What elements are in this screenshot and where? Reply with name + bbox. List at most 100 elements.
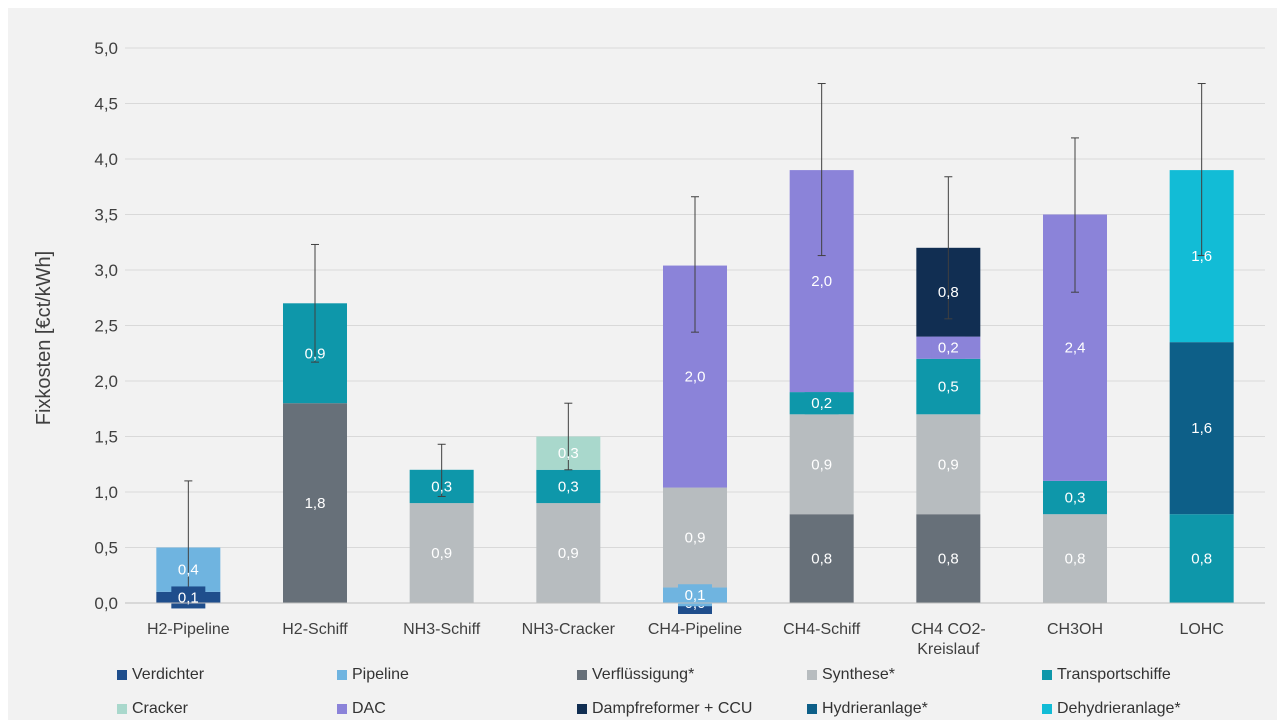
data-label: 0,9 <box>305 345 326 362</box>
data-label-text: 1,6 <box>1191 248 1212 265</box>
y-tick-label: 0,5 <box>94 539 118 558</box>
bar-segment <box>916 414 981 515</box>
x-category-label: CH4-Schiff <box>783 621 861 638</box>
data-label: 0,3 <box>431 478 452 495</box>
bar-segment <box>916 358 981 415</box>
bars <box>156 170 1234 603</box>
data-label: 0,9 <box>558 545 579 562</box>
data-label-text: 1,6 <box>1191 420 1212 437</box>
error-bars <box>184 83 1206 604</box>
data-label-text: 0,3 <box>558 445 579 462</box>
data-label-text: 0,2 <box>811 395 832 412</box>
data-label-text: 1,8 <box>305 495 326 512</box>
legend-swatch <box>1042 670 1052 680</box>
legend-label: Hydrieranlage* <box>822 700 928 717</box>
legend-label: Synthese* <box>822 666 895 683</box>
legend-item: Verdichter <box>117 666 204 684</box>
y-axis-label: Fixkosten [€ct/kWh] <box>33 251 55 426</box>
legend-item: Verflüssigung* <box>577 666 694 684</box>
data-label-text: 0,8 <box>1065 551 1086 568</box>
data-label: 2,0 <box>811 273 832 290</box>
data-label: 0,8 <box>1191 551 1212 568</box>
legend-item: Hydrieranlage* <box>807 700 928 718</box>
legend-label: Pipeline <box>352 666 409 683</box>
data-label-text: 0,9 <box>811 456 832 473</box>
legend-item: Dehydrieranlage* <box>1042 700 1181 718</box>
x-category-label: CH4-Pipeline <box>648 621 742 638</box>
data-label-text: 0,9 <box>431 545 452 562</box>
y-tick-label: 4,5 <box>94 95 118 114</box>
data-label-box <box>804 392 839 415</box>
legend-item: Dampfreformer + CCU <box>577 700 752 718</box>
legend-item: Pipeline <box>337 666 409 684</box>
bar-segment <box>536 503 601 603</box>
data-label-text: 0,1 <box>685 587 706 604</box>
x-axis-categories: H2-Pipeline H2-Schiff NH3-Schiff NH3-Cracke… <box>147 621 1224 658</box>
legend-label: DAC <box>352 700 386 717</box>
bar-segment <box>1043 480 1107 515</box>
data-label: 0,2 <box>804 392 839 415</box>
x-category-label: H2-Schiff <box>282 621 348 638</box>
data-label: 0,8 <box>1065 551 1086 568</box>
data-label: 2,0 <box>685 369 706 386</box>
data-label-text: 0,1 <box>178 589 199 606</box>
data-label: 0,9 <box>685 530 706 547</box>
y-tick-label: 0,0 <box>94 594 118 613</box>
legend-swatch <box>577 670 587 680</box>
data-label-text: 2,4 <box>1065 340 1086 357</box>
legend-label: Verflüssigung* <box>592 666 695 683</box>
data-label: 0,3 <box>558 445 579 462</box>
data-label-text: 0,9 <box>685 530 706 547</box>
data-label: 0,9 <box>431 545 452 562</box>
legend-label: Verdichter <box>132 666 205 683</box>
data-label: 0,8 <box>811 551 832 568</box>
data-label: 1,6 <box>1191 248 1212 265</box>
data-label: 0,9 <box>938 456 959 473</box>
data-label: 1,6 <box>1191 420 1212 437</box>
y-tick-label: 1,5 <box>94 428 118 447</box>
bar-segment <box>283 403 347 603</box>
data-label: 0,5 <box>938 379 959 396</box>
data-label: 0,2 <box>931 336 966 359</box>
data-label-text: 0,2 <box>938 340 959 357</box>
data-label: 1,8 <box>305 495 326 512</box>
bar-segment <box>1043 514 1107 603</box>
data-label-text: 0,9 <box>558 545 579 562</box>
legend-swatch <box>337 670 347 680</box>
x-category-label: Kreislauf <box>917 641 980 658</box>
legend-item: Synthese* <box>807 666 895 684</box>
legend-item: Cracker <box>117 700 188 718</box>
legend-label: Dehydrieranlage* <box>1057 700 1181 717</box>
bar-segment <box>789 414 854 515</box>
legend-swatch <box>337 704 347 714</box>
data-label-text: 0,9 <box>938 456 959 473</box>
data-label-text: 0,4 <box>178 562 199 579</box>
data-label: 0,4 <box>178 562 199 579</box>
bar-segment <box>663 487 727 588</box>
y-tick-label: 4,0 <box>94 150 118 169</box>
data-label-text: 0,8 <box>1191 551 1212 568</box>
data-label-text: 2,0 <box>685 369 706 386</box>
data-label: 0,8 <box>938 284 959 301</box>
x-category-label: CH3OH <box>1047 621 1103 638</box>
y-tick-label: 1,0 <box>94 483 118 502</box>
legend-label: Transportschiffe <box>1057 666 1171 683</box>
legend-item: DAC <box>337 700 386 718</box>
y-tick-label: 3,0 <box>94 261 118 280</box>
y-tick-label: 2,0 <box>94 372 118 391</box>
data-label: 0,3 <box>1065 490 1086 507</box>
data-label-text: 0,8 <box>938 284 959 301</box>
bar-segment <box>409 503 474 603</box>
legend-swatch <box>577 704 587 714</box>
x-category-label: NH3-Cracker <box>522 621 616 638</box>
y-tick-label: 3,5 <box>94 206 118 225</box>
data-label-text: 2,0 <box>811 273 832 290</box>
data-label: 0,3 <box>558 478 579 495</box>
legend-swatch <box>117 670 127 680</box>
data-labels: 0,10,41,80,90,90,30,90,30,30,00,10,92,00… <box>171 248 1212 614</box>
y-axis-ticks: 0,0 0,5 1,0 1,5 2,0 2,5 3,0 3,5 4,0 4,5 5,0 <box>94 39 118 613</box>
bar-segment <box>1169 514 1234 603</box>
data-label: 0,8 <box>938 551 959 568</box>
bar-segment <box>789 514 854 603</box>
data-label-text: 0,3 <box>1065 490 1086 507</box>
